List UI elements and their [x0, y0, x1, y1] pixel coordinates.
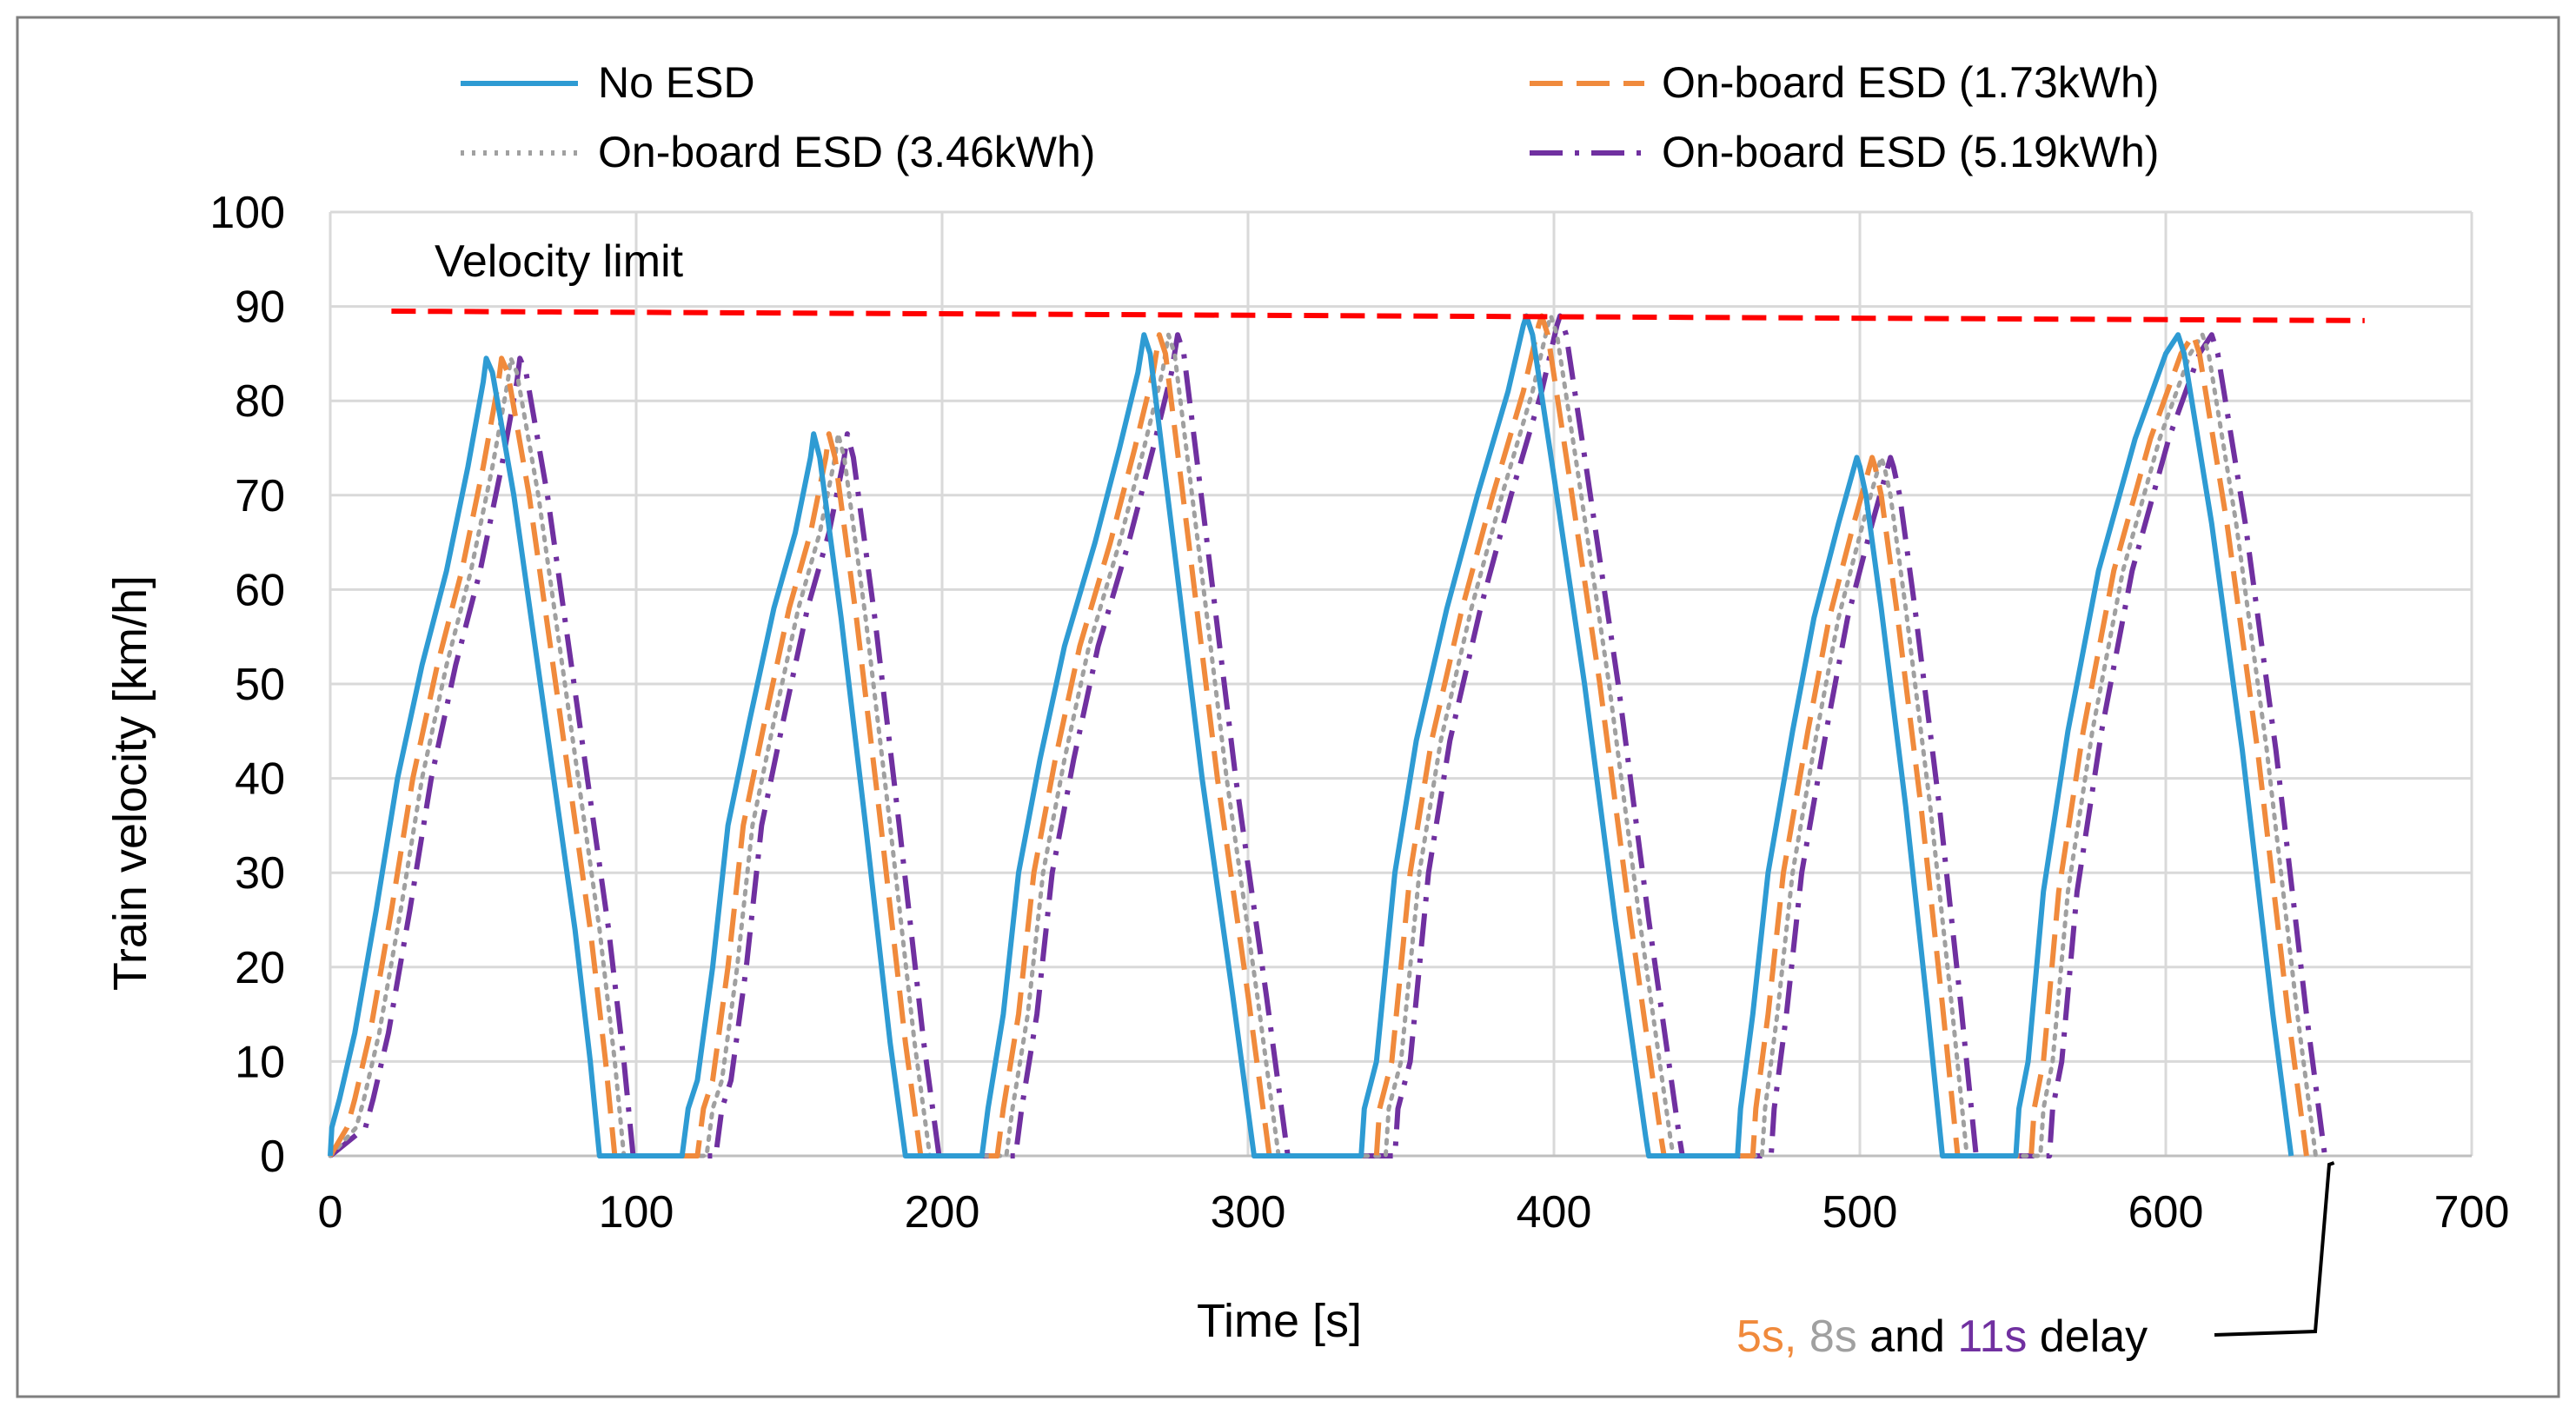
delay-annotation-part: 5s, — [1736, 1311, 1796, 1362]
velocity-limit: Velocity limit — [391, 236, 2365, 323]
x-axis-title: Time [s] — [1197, 1295, 1362, 1347]
delay-annotation-text: 5s, 8s and 11s delay — [1736, 1311, 2148, 1362]
y-tick-label: 90 — [235, 282, 285, 333]
y-tick-label: 50 — [235, 660, 285, 710]
x-tick-label: 400 — [1517, 1187, 1592, 1238]
y-tick-label: 10 — [235, 1037, 285, 1087]
delay-annotation: 5s, 8s and 11s delay — [1736, 1161, 2335, 1362]
legend: No ESD On-board ESD (1.73kWh) On-board E… — [461, 58, 2159, 176]
legend-label-esd-346: On-board ESD (3.46kWh) — [598, 128, 1095, 176]
delay-annotation-part: delay — [2027, 1311, 2148, 1362]
legend-label-no-esd: No ESD — [598, 58, 755, 107]
series-line-on-board-esd-3-46kwh — [328, 314, 2318, 1158]
axes: Time [s] Train velocity [km/h] — [104, 575, 1362, 1347]
legend-entry-esd-519: On-board ESD (5.19kWh) — [1530, 128, 2159, 176]
velocity-limit-label: Velocity limit — [435, 236, 684, 287]
y-tick-label: 20 — [235, 943, 285, 993]
y-tick-label: 80 — [235, 376, 285, 427]
series — [328, 313, 2327, 1158]
y-tick-label: 60 — [235, 565, 285, 615]
x-tick-label: 300 — [1211, 1187, 1286, 1238]
legend-label-esd-173: On-board ESD (1.73kWh) — [1662, 58, 2159, 107]
series-line-on-board-esd-5-19kwh — [329, 313, 2327, 1158]
y-tick-label: 100 — [209, 188, 285, 238]
x-tick-label: 0 — [318, 1187, 343, 1238]
y-tick-label: 30 — [235, 848, 285, 899]
y-tick-label: 70 — [235, 471, 285, 521]
y-tick-label: 0 — [260, 1132, 285, 1182]
x-tick-label: 200 — [905, 1187, 980, 1238]
legend-entry-no-esd: No ESD — [461, 58, 755, 107]
legend-entry-esd-173: On-board ESD (1.73kWh) — [1530, 58, 2159, 107]
delay-annotation-part: 11s — [1945, 1311, 2027, 1362]
series-line-on-board-esd-1-73kwh — [328, 313, 2309, 1158]
x-tick-label: 100 — [599, 1187, 674, 1238]
delay-annotation-part: 8s — [1796, 1311, 1856, 1362]
x-tick-label: 500 — [1822, 1187, 1898, 1238]
y-axis-title: Train velocity [km/h] — [104, 575, 156, 991]
chart-border — [16, 16, 2560, 1398]
legend-entry-esd-346: On-board ESD (3.46kWh) — [461, 128, 1095, 176]
delay-annotation-pointer — [2214, 1161, 2335, 1337]
x-tick-label: 600 — [2128, 1187, 2204, 1238]
y-tick-label: 40 — [235, 754, 285, 805]
legend-label-esd-519: On-board ESD (5.19kWh) — [1662, 128, 2159, 176]
x-tick-label: 700 — [2434, 1187, 2510, 1238]
velocity-limit-line — [391, 309, 2365, 323]
series-line-no-esd — [328, 313, 2294, 1158]
delay-annotation-part: and — [1857, 1311, 1945, 1362]
